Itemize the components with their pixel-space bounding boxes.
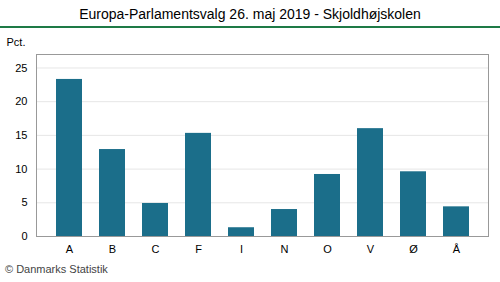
- svg-text:0: 0: [21, 230, 27, 242]
- html-text:Europa-Parlamentsvalg 26. maj: Europa-Parlamentsvalg 26. maj 2019 - Skj…: [79, 6, 421, 22]
- html-text:© Danmarks Statistik: © Danmarks Statistik: [5, 263, 108, 275]
- svg-text:20: 20: [15, 95, 27, 107]
- svg-text:Ø: Ø: [409, 243, 418, 255]
- svg-text:10: 10: [15, 163, 27, 175]
- svg-text:V: V: [367, 243, 375, 255]
- svg-text:C: C: [152, 243, 160, 255]
- svg-text:N: N: [281, 243, 289, 255]
- svg-text:Pct.: Pct.: [7, 36, 26, 48]
- svg-text:F: F: [195, 243, 202, 255]
- svg-text:25: 25: [15, 62, 27, 74]
- svg-text:O: O: [323, 243, 332, 255]
- svg-text:I: I: [240, 243, 243, 255]
- svg-text:5: 5: [21, 196, 27, 208]
- svg-text:A: A: [66, 243, 74, 255]
- svg-text:B: B: [109, 243, 116, 255]
- svg-text:15: 15: [15, 129, 27, 141]
- svg-text:Å: Å: [453, 243, 461, 255]
